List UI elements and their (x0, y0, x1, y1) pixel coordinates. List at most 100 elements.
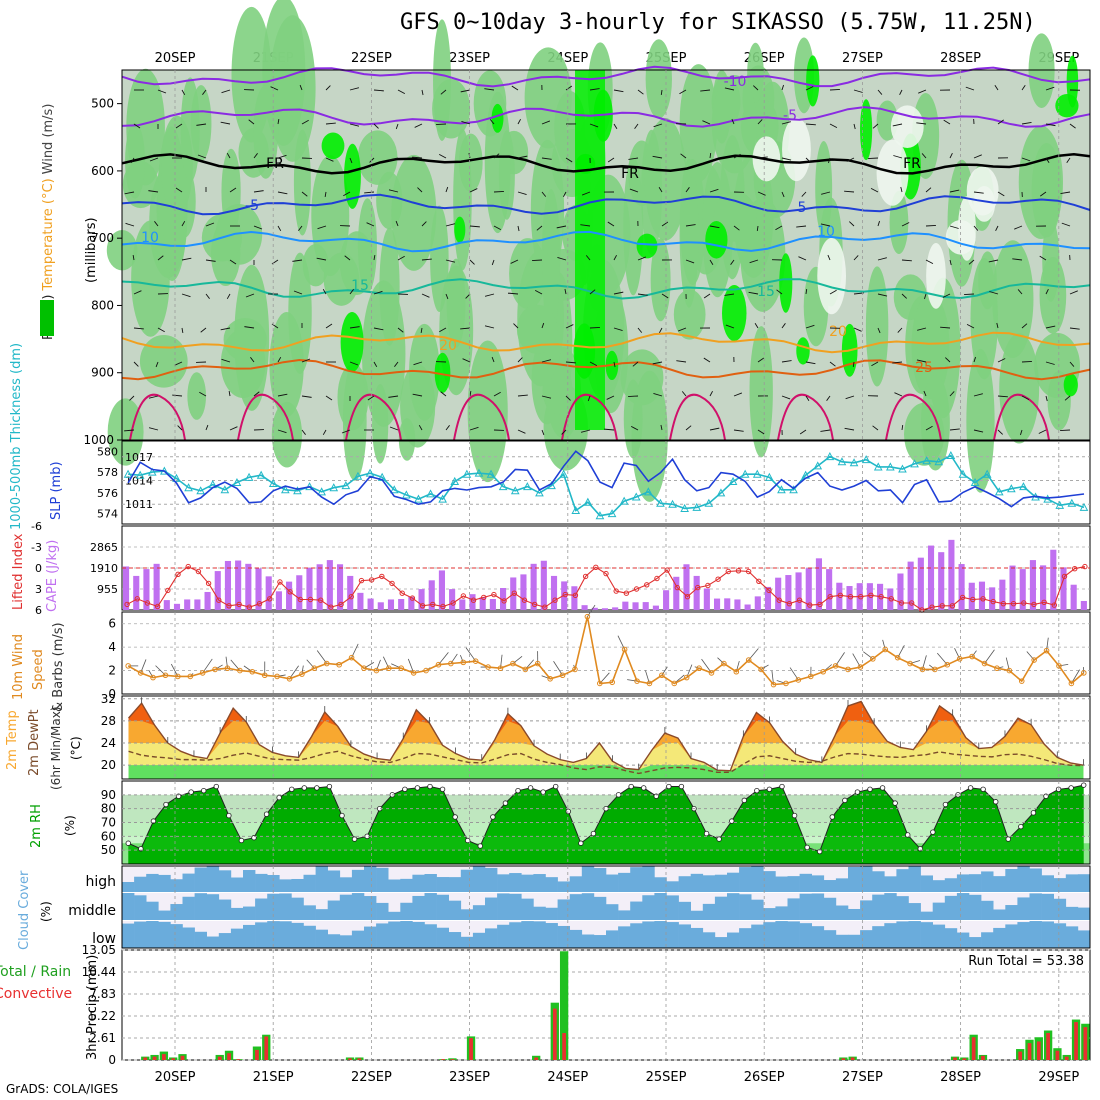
thickness-point (644, 487, 653, 496)
lifted-index-point (460, 593, 467, 599)
wind-barb (872, 425, 879, 431)
wind-speed-point (187, 673, 194, 680)
wind-barb (661, 666, 668, 676)
wind-barb (949, 152, 953, 159)
thickness-point (595, 511, 605, 520)
thickness-point (619, 496, 629, 505)
rh-moist-area (645, 39, 672, 119)
cloud-high-bar (593, 868, 607, 892)
wind-barb (971, 650, 977, 657)
x-tick-label-bottom: 24SEP (547, 1070, 588, 1085)
wind-barb (205, 293, 210, 299)
rh-moist-area (484, 91, 511, 234)
wind-barb (301, 395, 312, 398)
wind-barb (580, 224, 591, 227)
wind-frame (121, 611, 1091, 695)
cloud-low-bar (485, 928, 498, 948)
cloud-high-bar (993, 876, 1006, 892)
wind-barb (587, 395, 591, 402)
cloud-middle-bar (291, 897, 304, 920)
cloud-middle-bar (932, 902, 946, 920)
rh-point (1068, 785, 1074, 791)
cloud-middle-bar (267, 893, 280, 920)
wind-speed-point (448, 660, 454, 667)
wind-barb (1021, 360, 1032, 363)
wind-barb (921, 153, 927, 159)
wind-barb (918, 89, 927, 94)
wind-barb (510, 259, 519, 264)
cloud-middle-bar (315, 909, 328, 920)
cloud-low-bar (303, 925, 316, 948)
lifted-index-point (379, 573, 385, 580)
cloud-middle-bar (545, 907, 558, 920)
thickness-point (438, 494, 447, 503)
cloud-high-bar (1053, 878, 1067, 892)
rh-point (1005, 836, 1011, 842)
lifted-index-point (419, 603, 426, 609)
rh-moist-area (644, 118, 687, 241)
y-tick-label: 700 (91, 231, 114, 245)
wind-barb (541, 359, 552, 363)
cloud-high-bar (424, 873, 437, 892)
y-tick-label-right: 1011 (125, 498, 153, 511)
isotherm-30 (777, 393, 834, 441)
cloud-high-bar (388, 879, 401, 892)
isotherm-label: FR (266, 156, 284, 172)
wind-barb (493, 191, 504, 193)
run-total-box (940, 952, 1088, 968)
cloud-low-bar (993, 927, 1006, 948)
cloud-middle-bar (1065, 906, 1079, 920)
x-tick-label-bottom: 21SEP (253, 1070, 294, 1085)
rh-point (703, 830, 710, 837)
cloud-high-bar (545, 877, 558, 892)
lifted-index-point (440, 603, 446, 610)
y-axis-label-temp-3: (6hr Min/Max) (49, 707, 63, 791)
cloud-middle-bar (1029, 893, 1042, 920)
rh-point (804, 844, 810, 851)
cloud-high-bar (351, 869, 365, 892)
cloud-middle-bar (848, 908, 861, 920)
y-axis-label-temp-1: 2m Temp (5, 710, 20, 770)
x-tick-label-top: 27SEP (842, 51, 883, 66)
wind-barb (589, 361, 598, 367)
lifted-index-point (399, 590, 405, 596)
cloud-middle-bar (448, 900, 462, 920)
rh-legend-swatch (40, 300, 54, 336)
wind-barb (373, 290, 383, 295)
rh-moist-area (467, 340, 508, 483)
cape-bar (347, 575, 354, 610)
wind-barb (226, 293, 231, 300)
cloud-low-bar (1065, 926, 1079, 948)
wind-barb (606, 395, 615, 400)
precip-convective-bar (255, 1049, 259, 1060)
wind-speed-point (621, 646, 628, 653)
cape-bar (357, 592, 364, 610)
wind-barb (412, 393, 423, 397)
precip-convective-bar (1027, 1043, 1032, 1060)
cloud-high-bar (339, 877, 353, 892)
thickness-point (765, 472, 774, 481)
thickness-point (172, 473, 181, 482)
rh-point (351, 836, 358, 842)
thickness-point (196, 486, 205, 495)
wind-barb (872, 123, 879, 129)
cloud-low-bar (823, 930, 837, 948)
wind-barb (440, 89, 447, 95)
wind-barb (469, 390, 472, 397)
wind-barb (1045, 86, 1055, 91)
wind-speed-point (845, 666, 851, 673)
lifted-index-point (654, 575, 660, 582)
thickness-point (777, 485, 786, 494)
wind-speed-point (981, 660, 988, 667)
lifted-index-point (562, 591, 568, 598)
wind-barb (367, 395, 375, 401)
wind-barb (439, 327, 447, 333)
wind-barb (901, 424, 904, 431)
precip-convective-bar (357, 1058, 362, 1060)
cloud-high-bar (896, 869, 909, 892)
cape-bar (683, 564, 690, 610)
wind-barb (660, 424, 663, 431)
cloud-middle-bar (376, 902, 389, 920)
precip-convective-bar (971, 1037, 976, 1060)
wind-speed-point (162, 672, 169, 679)
